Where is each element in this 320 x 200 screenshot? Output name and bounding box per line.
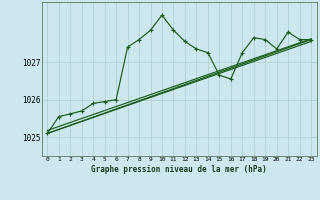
X-axis label: Graphe pression niveau de la mer (hPa): Graphe pression niveau de la mer (hPa): [91, 165, 267, 174]
